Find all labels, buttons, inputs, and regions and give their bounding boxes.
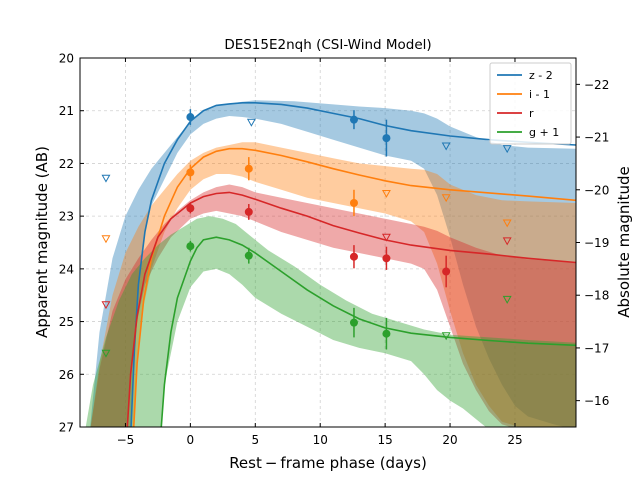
- upper-limit-marker: [101, 174, 111, 183]
- detection-point: [349, 252, 358, 261]
- detection-point: [244, 207, 253, 216]
- x-tick-label: 15: [377, 433, 392, 447]
- uncertainty-band: [90, 184, 576, 427]
- uncertainty-bands: [85, 100, 576, 427]
- upper-limit-marker: [381, 189, 391, 198]
- upper-limit-marker: [441, 142, 451, 151]
- detection-point: [442, 267, 451, 276]
- y2-tick-label: −18: [584, 289, 609, 303]
- x-axis-label: Rest − frame phase (days): [229, 454, 427, 472]
- legend: z - 2 i - 1 r g + 1: [489, 62, 572, 145]
- y-tick-label: 24: [59, 262, 74, 276]
- upper-limit-marker: [441, 194, 451, 203]
- x-tick-label: 25: [507, 433, 522, 447]
- upper-limit-marker: [101, 301, 111, 310]
- detection-point: [186, 242, 195, 251]
- uncertainty-band: [90, 100, 576, 427]
- model-lines: [126, 102, 576, 427]
- x-tick-label: 5: [251, 433, 259, 447]
- data-points: [101, 109, 512, 358]
- upper-limit-marker: [502, 145, 512, 154]
- y-tick-label: 21: [59, 104, 74, 118]
- detection-point: [349, 198, 358, 207]
- upper-limit-marker: [502, 219, 512, 228]
- detection-point: [382, 254, 391, 263]
- detection-point: [349, 318, 358, 327]
- y-tick-label: 26: [59, 368, 74, 382]
- detection-point: [382, 329, 391, 338]
- chart-title: DES15E2nqh (CSI-Wind Model): [224, 37, 431, 53]
- y2-tick-label: −17: [584, 341, 609, 355]
- detection-point: [186, 113, 195, 122]
- legend-frame: [489, 62, 572, 145]
- axis-ticks: −5 0 5 10 15 20 25 20 21 22 23 24 25 26 27 −22 −21 −20 −19…: [59, 52, 610, 448]
- detection-point: [244, 164, 253, 173]
- y-tick-label: 23: [59, 210, 74, 224]
- x-tick-label: 10: [313, 433, 328, 447]
- upper-limit-marker: [502, 295, 512, 304]
- y2-tick-label: −20: [584, 183, 609, 197]
- grid: [80, 57, 576, 428]
- y2-tick-label: −22: [584, 78, 609, 92]
- legend-label: i - 1: [529, 88, 550, 101]
- detection-point: [186, 168, 195, 177]
- detection-point: [186, 204, 195, 213]
- model-line: [130, 102, 576, 427]
- y-tick-label: 25: [59, 315, 74, 329]
- upper-limit-marker: [502, 237, 512, 246]
- uncertainty-band: [90, 142, 576, 427]
- x-tick-label: 0: [187, 433, 195, 447]
- y2-tick-label: −16: [584, 394, 609, 408]
- upper-limit-marker: [101, 235, 111, 244]
- upper-limit-marker: [441, 332, 451, 341]
- model-line: [126, 191, 576, 427]
- uncertainty-band: [85, 216, 576, 427]
- x-tick-label: −5: [117, 433, 135, 447]
- y2-tick-label: −19: [584, 236, 609, 250]
- y2-axis-label: Absolute magnitude: [615, 166, 633, 317]
- upper-limit-marker: [381, 233, 391, 242]
- detection-point: [244, 251, 253, 260]
- legend-label: z - 2: [529, 69, 553, 82]
- y2-tick-label: −21: [584, 131, 609, 145]
- legend-label: r: [529, 107, 534, 120]
- y-tick-label: 22: [59, 157, 74, 171]
- y-tick-label: 27: [59, 421, 74, 435]
- y-axis-label: Apparent magnitude (AB): [33, 146, 51, 338]
- detection-point: [382, 134, 391, 143]
- upper-limit-marker: [246, 118, 256, 127]
- legend-label: g + 1: [529, 126, 559, 139]
- upper-limit-marker: [101, 349, 111, 358]
- y-tick-label: 20: [59, 52, 74, 66]
- x-tick-label: 20: [442, 433, 457, 447]
- model-line: [160, 236, 576, 427]
- detection-point: [349, 115, 358, 124]
